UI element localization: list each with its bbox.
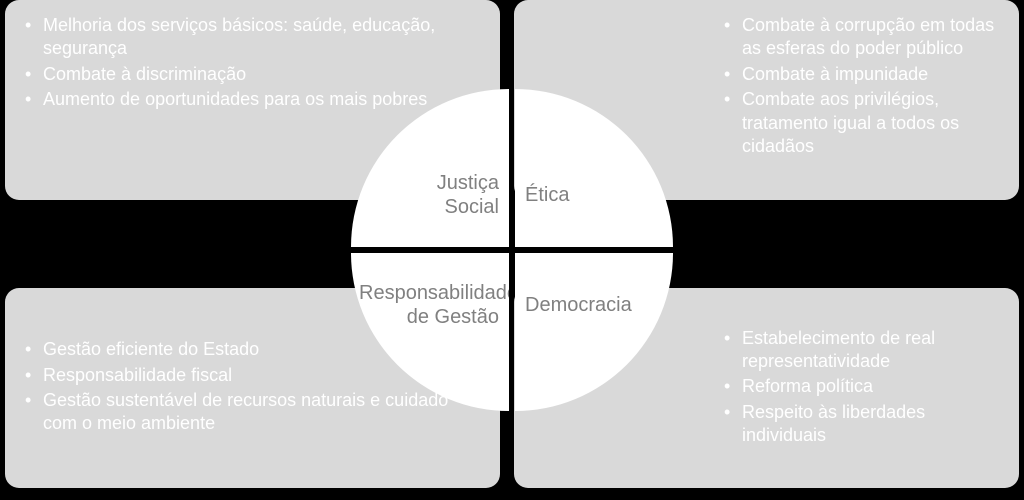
bullet-item: Reforma política — [724, 375, 999, 398]
circle-label: Ética — [525, 183, 635, 207]
bullet-item: Combate à impunidade — [724, 63, 999, 86]
bullet-item: Estabelecimento de real representativida… — [724, 327, 999, 374]
bullet-item: Combate aos privilégios, tratamento igua… — [724, 88, 999, 158]
circle-quarter-bottom-right: Democracia — [515, 253, 673, 411]
bullet-item: Combate à discriminação — [25, 63, 480, 86]
bullet-item: Combate à corrupção em todas as esferas … — [724, 14, 999, 61]
circle-label: Responsabilidade de Gestão — [359, 281, 499, 329]
center-circle: Justiça Social Ética Responsabilidade de… — [351, 89, 673, 411]
bullet-item: Melhoria dos serviços básicos: saúde, ed… — [25, 14, 480, 61]
circle-quarter-top-left: Justiça Social — [351, 89, 509, 247]
circle-quarter-top-right: Ética — [515, 89, 673, 247]
circle-label: Democracia — [525, 293, 645, 317]
circle-label: Justiça Social — [389, 171, 499, 219]
bullet-item: Respeito às liberdades individuais — [724, 401, 999, 448]
circle-quarter-bottom-left: Responsabilidade de Gestão — [351, 253, 509, 411]
